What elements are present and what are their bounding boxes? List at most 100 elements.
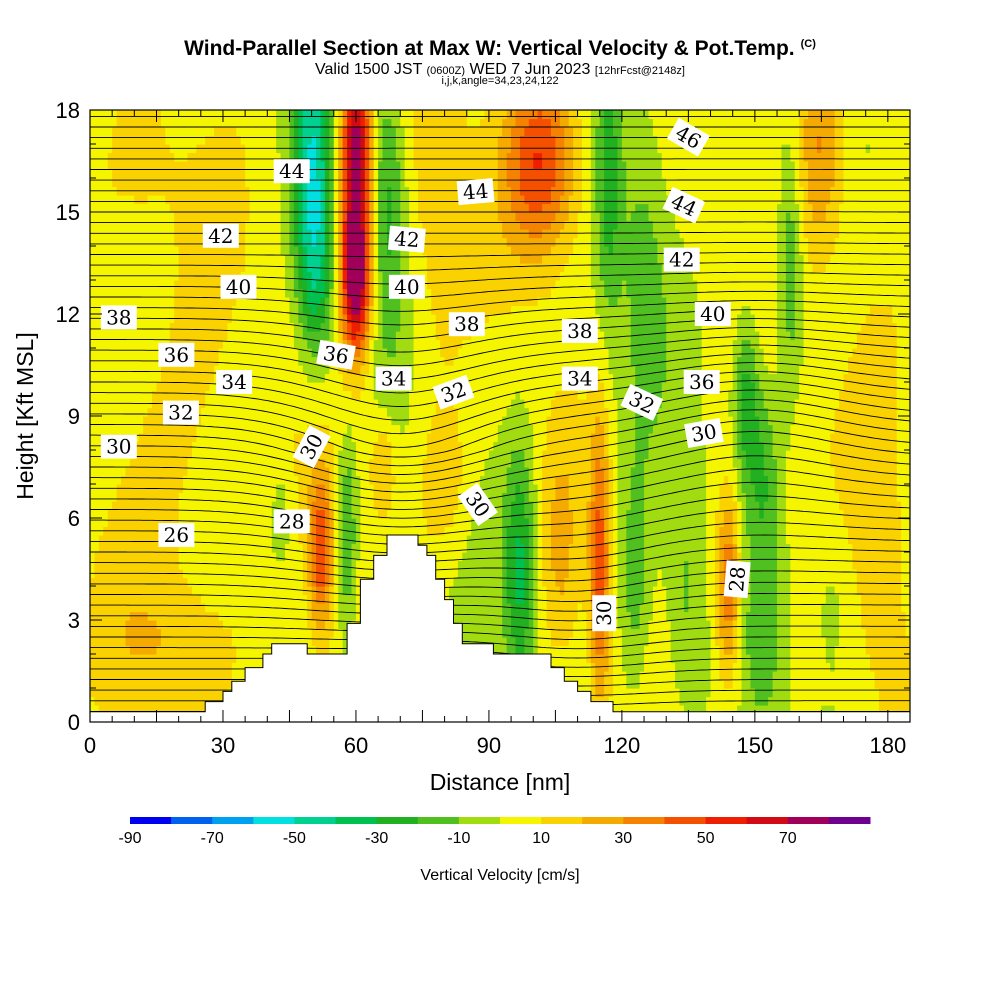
velocity-cell bbox=[222, 501, 228, 511]
velocity-cell bbox=[160, 450, 166, 460]
velocity-cell bbox=[169, 688, 175, 698]
velocity-cell bbox=[169, 305, 175, 315]
velocity-cell bbox=[364, 399, 370, 409]
velocity-cell bbox=[364, 152, 370, 162]
velocity-cell bbox=[231, 620, 237, 630]
velocity-cell bbox=[116, 492, 122, 502]
velocity-cell bbox=[276, 135, 282, 145]
velocity-cell bbox=[129, 246, 135, 256]
velocity-cell bbox=[262, 433, 268, 443]
velocity-cell bbox=[249, 322, 255, 332]
velocity-cell bbox=[391, 212, 397, 222]
velocity-cell bbox=[236, 365, 242, 375]
velocity-cell bbox=[254, 178, 260, 188]
velocity-cell bbox=[165, 237, 171, 247]
velocity-cell bbox=[355, 407, 361, 417]
velocity-cell bbox=[378, 203, 384, 213]
velocity-cell bbox=[107, 501, 113, 511]
velocity-cell bbox=[240, 203, 246, 213]
velocity-cell bbox=[236, 526, 242, 536]
velocity-cell bbox=[355, 484, 361, 494]
velocity-cell bbox=[329, 280, 335, 290]
velocity-cell bbox=[271, 535, 277, 545]
velocity-cell bbox=[98, 152, 104, 162]
velocity-cell bbox=[369, 475, 375, 485]
velocity-cell bbox=[369, 373, 375, 383]
velocity-cell bbox=[138, 237, 144, 247]
velocity-cell bbox=[103, 407, 109, 417]
velocity-cell bbox=[218, 314, 224, 324]
velocity-cell bbox=[187, 586, 193, 596]
velocity-cell bbox=[231, 169, 237, 179]
velocity-cell bbox=[90, 178, 96, 188]
velocity-cell bbox=[98, 373, 104, 383]
velocity-cell bbox=[342, 467, 348, 477]
velocity-cell bbox=[320, 424, 326, 434]
velocity-cell bbox=[236, 135, 242, 145]
velocity-cell bbox=[386, 467, 392, 477]
velocity-cell bbox=[187, 195, 193, 205]
velocity-cell bbox=[129, 178, 135, 188]
velocity-cell bbox=[227, 526, 233, 536]
velocity-cell bbox=[355, 118, 361, 128]
velocity-cell bbox=[152, 475, 158, 485]
velocity-cell bbox=[129, 152, 135, 162]
velocity-cell bbox=[191, 365, 197, 375]
velocity-cell bbox=[231, 543, 237, 553]
velocity-cell bbox=[271, 390, 277, 400]
velocity-cell bbox=[347, 169, 353, 179]
velocity-cell bbox=[165, 552, 171, 562]
velocity-cell bbox=[94, 339, 100, 349]
velocity-cell bbox=[187, 433, 193, 443]
velocity-cell bbox=[333, 169, 339, 179]
velocity-cell bbox=[320, 535, 326, 545]
velocity-cell bbox=[276, 628, 282, 638]
velocity-cell bbox=[316, 382, 322, 392]
velocity-cell bbox=[94, 679, 100, 689]
velocity-cell bbox=[351, 195, 357, 205]
velocity-cell bbox=[298, 424, 304, 434]
velocity-cell bbox=[205, 203, 211, 213]
velocity-cell bbox=[200, 577, 206, 587]
velocity-cell bbox=[373, 212, 379, 222]
velocity-cell bbox=[205, 603, 211, 613]
velocity-cell bbox=[174, 501, 180, 511]
velocity-cell bbox=[214, 671, 220, 681]
velocity-cell bbox=[342, 246, 348, 256]
velocity-cell bbox=[276, 271, 282, 281]
velocity-cell bbox=[378, 135, 384, 145]
velocity-cell bbox=[267, 475, 273, 485]
velocity-cell bbox=[205, 688, 211, 698]
velocity-cell bbox=[90, 645, 96, 655]
velocity-cell bbox=[218, 637, 224, 647]
velocity-cell bbox=[289, 348, 295, 358]
velocity-cell bbox=[298, 331, 304, 341]
velocity-cell bbox=[138, 458, 144, 468]
velocity-cell bbox=[240, 569, 246, 579]
velocity-cell bbox=[236, 543, 242, 553]
velocity-cell bbox=[129, 203, 135, 213]
velocity-cell bbox=[369, 339, 375, 349]
velocity-cell bbox=[298, 220, 304, 230]
velocity-cell bbox=[134, 331, 140, 341]
velocity-cell bbox=[209, 382, 215, 392]
velocity-cell bbox=[307, 620, 313, 630]
velocity-cell bbox=[378, 526, 384, 536]
velocity-cell bbox=[209, 467, 215, 477]
velocity-cell bbox=[191, 620, 197, 630]
velocity-cell bbox=[236, 628, 242, 638]
velocity-cell bbox=[386, 246, 392, 256]
velocity-cell bbox=[280, 382, 286, 392]
velocity-cell bbox=[231, 195, 237, 205]
velocity-cell bbox=[258, 628, 264, 638]
velocity-cell bbox=[200, 297, 206, 307]
velocity-cell bbox=[205, 169, 211, 179]
velocity-cell bbox=[222, 135, 228, 145]
velocity-cell bbox=[271, 203, 277, 213]
velocity-cell bbox=[103, 501, 109, 511]
velocity-cell bbox=[369, 110, 375, 120]
velocity-cell bbox=[355, 399, 361, 409]
velocity-cell bbox=[147, 135, 153, 145]
velocity-cell bbox=[351, 203, 357, 213]
velocity-cell bbox=[316, 246, 322, 256]
